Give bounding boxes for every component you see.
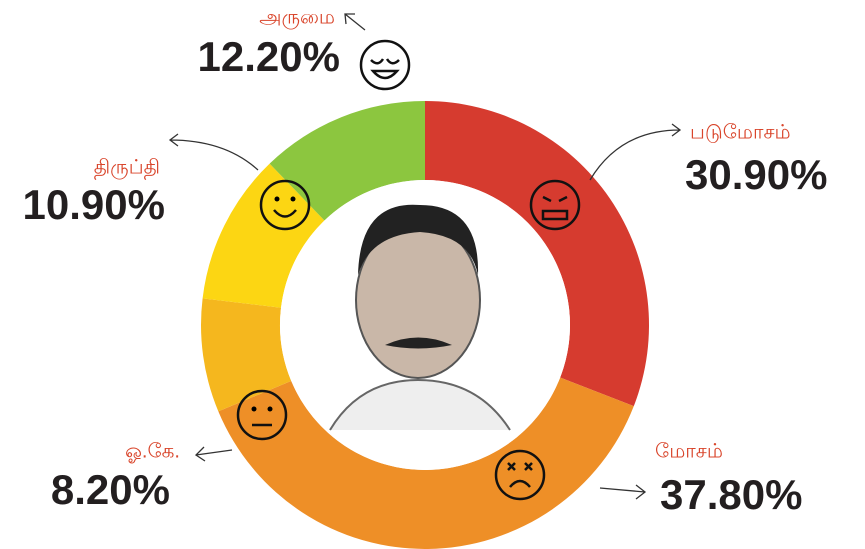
category-label: ஓ.கே. — [125, 440, 180, 463]
donut-slice — [269, 101, 425, 221]
value-label: 10.90% — [23, 181, 165, 228]
category-label: அருமை — [259, 6, 335, 29]
value-label: 12.20% — [198, 33, 340, 80]
donut-slice — [425, 101, 649, 407]
donut-slice — [218, 377, 634, 549]
category-label: மோசம் — [655, 440, 723, 462]
value-label: 30.90% — [685, 151, 827, 198]
value-label: 8.20% — [51, 466, 170, 513]
value-label: 37.80% — [660, 471, 802, 518]
donut — [201, 101, 649, 549]
category-label: திருப்தி — [94, 156, 160, 179]
portrait — [329, 204, 511, 431]
arrows — [168, 13, 682, 500]
emoji-faces — [236, 39, 581, 501]
donut-slice — [201, 298, 292, 412]
category-label: படுமோசம் — [690, 121, 791, 143]
